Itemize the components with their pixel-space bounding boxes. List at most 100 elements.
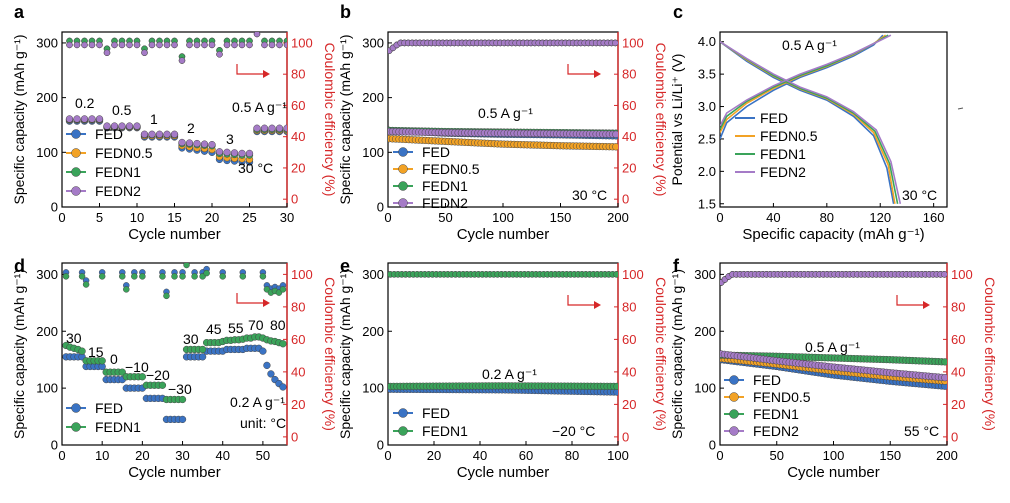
y2-axis-label: Coulombic efficiency (%) bbox=[982, 277, 998, 431]
x-tick-label: 0 bbox=[58, 210, 65, 225]
y2-tick-label: 20 bbox=[291, 160, 305, 175]
y-tick-label: 4.0 bbox=[698, 34, 716, 49]
panel-label: e bbox=[340, 256, 350, 276]
capacity-point-FEDN2 bbox=[88, 115, 96, 123]
x-tick-label: 160 bbox=[923, 210, 945, 225]
capacity-point-FED bbox=[279, 383, 287, 391]
plot-area bbox=[62, 263, 287, 424]
y2-tick-label: 20 bbox=[622, 397, 636, 412]
y-tick-label: 300 bbox=[694, 267, 716, 282]
ce-point-FEDN2 bbox=[126, 41, 133, 49]
y2-tick-label: 40 bbox=[622, 364, 636, 379]
annotation: 2 bbox=[187, 120, 195, 136]
y-tick-label: 0 bbox=[377, 200, 384, 215]
y-tick-label: 300 bbox=[36, 267, 58, 282]
ce-point-FEDN2 bbox=[178, 57, 186, 64]
series-FEDN0.5-discharge bbox=[720, 41, 896, 204]
capacity-point-FEDN1 bbox=[198, 345, 207, 354]
legend-label-FEDN0.5: FEDN0.5 bbox=[95, 145, 153, 161]
y2-axis-label: Coulombic efficiency (%) bbox=[653, 43, 669, 197]
capacity-point-FEDN2 bbox=[148, 130, 156, 138]
capacity-point-FEDN1 bbox=[158, 381, 167, 389]
annotation: 45 bbox=[206, 321, 222, 337]
plot-area bbox=[388, 271, 618, 396]
y2-tick-label: 40 bbox=[291, 129, 305, 144]
legend-label-FEDN1: FEDN1 bbox=[95, 419, 141, 435]
y-axis-label: Potential vs Li/Li⁺ (V) bbox=[669, 54, 685, 186]
y-tick-label: 2.5 bbox=[698, 131, 716, 146]
capacity-point-FEDN2 bbox=[118, 122, 126, 130]
y-tick-label: 3.0 bbox=[698, 99, 716, 114]
y-axis-label: Specific capacity (mAh g⁻¹) bbox=[337, 35, 353, 205]
y-tick-label: 300 bbox=[36, 35, 58, 50]
y2-tick-label: 0 bbox=[291, 192, 298, 207]
annotation: 30 bbox=[183, 331, 199, 347]
capacity-point-FEDN2 bbox=[110, 122, 119, 130]
legend-marker-FEDN1 bbox=[398, 181, 408, 191]
y2-tick-label: 20 bbox=[951, 397, 965, 412]
ce-point-FEDN2 bbox=[261, 41, 268, 49]
capacity-point-FEDN2 bbox=[260, 124, 269, 132]
x-tick-label: 100 bbox=[607, 448, 629, 463]
capacity-point-FEDN2 bbox=[215, 148, 224, 156]
capacity-point-FEDN2 bbox=[612, 130, 618, 138]
x-axis-label: Cycle number bbox=[128, 464, 221, 481]
y2-tick-label: 20 bbox=[622, 160, 636, 175]
x-axis-label: Cycle number bbox=[787, 464, 880, 481]
y-axis-label: Specific capacity (mAh g⁻¹) bbox=[11, 269, 27, 439]
ce-point-FEDN1 bbox=[98, 273, 106, 280]
y2-tick-label: 60 bbox=[291, 98, 305, 113]
y-axis-label: Specific capacity (mAh g⁻¹) bbox=[669, 269, 685, 439]
x-tick-label: 40 bbox=[215, 448, 229, 463]
x-tick-label: 150 bbox=[550, 210, 572, 225]
ce-point-FEDN2 bbox=[223, 41, 231, 49]
x-tick-label: 0 bbox=[384, 448, 391, 463]
legend-marker-FEDN0.5 bbox=[71, 148, 81, 158]
ce-arrow bbox=[896, 295, 923, 306]
capacity-point-FEDN2 bbox=[193, 139, 201, 148]
ce-point-FEDN1 bbox=[179, 273, 186, 280]
ce-arrow-head bbox=[263, 299, 270, 307]
annotation: 30 °C bbox=[572, 187, 607, 203]
y2-tick-label: 0 bbox=[622, 429, 629, 444]
legend-marker-FEDN2 bbox=[398, 198, 408, 208]
capacity-point-FEDN2 bbox=[223, 148, 231, 156]
y-tick-label: 200 bbox=[362, 90, 384, 105]
capacity-point-FEDN0.5 bbox=[612, 143, 618, 151]
annotation: 30 °C bbox=[902, 187, 937, 203]
y2-tick-label: 0 bbox=[951, 429, 958, 444]
capacity-point-FEDN1 bbox=[279, 340, 287, 348]
ce-point-FEDN1 bbox=[259, 273, 267, 280]
legend-label-FEDN0.5: FEDN0.5 bbox=[422, 161, 480, 177]
ce-point-FEDN2 bbox=[73, 41, 81, 49]
annotation: 0.5 A g⁻¹ bbox=[782, 37, 837, 53]
y-tick-label: 0 bbox=[377, 438, 384, 453]
panel-d: d0 10 20 30 40 500100200300020406080100Cycle … bbox=[11, 256, 338, 481]
ce-point-FEDN1 bbox=[203, 269, 210, 277]
x-tick-label: 0 bbox=[716, 448, 723, 463]
ce-point-FEDN2 bbox=[186, 41, 193, 49]
legend-label-FED: FED bbox=[95, 126, 123, 142]
legend-label-FED: FED bbox=[422, 144, 450, 160]
ce-point-FEDN1 bbox=[123, 286, 130, 293]
capacity-point-FEDN1 bbox=[118, 368, 126, 376]
panel-a: a0 5 10 15 20 25 300100200300020406080100Cycle… bbox=[11, 2, 338, 243]
series-FEDN2-discharge bbox=[720, 41, 902, 204]
ce-arrow bbox=[236, 64, 263, 75]
y-tick-label: 200 bbox=[36, 90, 58, 105]
legend-label-FEDN1: FEDN1 bbox=[753, 406, 799, 422]
x-tick-label: 0 bbox=[716, 210, 723, 225]
y2-tick-label: 100 bbox=[622, 35, 644, 50]
annotation: 55 °C bbox=[904, 423, 939, 439]
ce-point-FEDN1 bbox=[78, 273, 86, 280]
legend-label-FEDN2: FEDN2 bbox=[760, 164, 806, 180]
x-tick-label: 100 bbox=[492, 210, 514, 225]
x-tick-label: 10 bbox=[130, 210, 144, 225]
legend-marker-FEDN1 bbox=[71, 167, 81, 177]
y2-tick-label: 60 bbox=[951, 332, 965, 347]
legend-label-FEDN1: FEDN1 bbox=[422, 178, 468, 194]
x-tick-label: 20 bbox=[205, 210, 219, 225]
legend-label-FEDN1: FEDN1 bbox=[95, 164, 141, 180]
y2-tick-label: 60 bbox=[622, 332, 636, 347]
